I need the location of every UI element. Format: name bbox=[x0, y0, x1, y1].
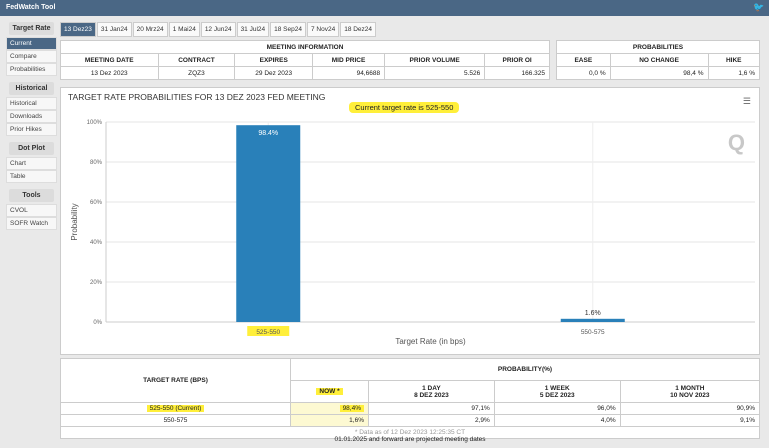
probability-header: PROBABILITY(%) bbox=[290, 358, 760, 381]
sidebar-item-cvol[interactable]: CVOL bbox=[6, 204, 57, 217]
probability-value: 90,9% bbox=[736, 405, 755, 412]
tab-31-jan24[interactable]: 31 Jan24 bbox=[96, 22, 132, 37]
column-header: 1 MONTH 10 NOV 2023 bbox=[619, 380, 761, 403]
tab-1-mai24[interactable]: 1 Mai24 bbox=[168, 22, 200, 37]
sidebar: Target Rate Current Compare Probabilities Hi… bbox=[6, 22, 57, 236]
column-header: NOW * bbox=[290, 380, 369, 403]
target-rate: 550-575 bbox=[163, 417, 188, 424]
sidebar-header-tools: Tools bbox=[9, 189, 54, 202]
column-header: MID PRICE bbox=[312, 53, 386, 67]
column-header: 1 WEEK 5 DEZ 2023 bbox=[493, 380, 621, 403]
probabilities-table: PROBABILITIES EASE NO CHANGE HIKE 0,0 % 98,4… bbox=[556, 40, 761, 80]
data-timestamp-note: * Data as of 12 Dez 2023 12:25:35 CT bbox=[60, 426, 760, 439]
sidebar-item-compare[interactable]: Compare bbox=[6, 50, 57, 63]
x-tick-label: 550-575 bbox=[581, 329, 605, 336]
probabilities-title: PROBABILITIES bbox=[556, 40, 760, 54]
tab-7-nov24[interactable]: 7 Nov24 bbox=[306, 22, 340, 37]
bar[interactable] bbox=[236, 125, 301, 322]
y-tick-label: 100% bbox=[87, 120, 103, 126]
highlight bbox=[247, 326, 290, 336]
cell-value: 5.526 bbox=[384, 66, 486, 80]
hamburger-menu-icon[interactable]: ☰ bbox=[742, 96, 751, 106]
probability-value: 1,6% bbox=[349, 417, 364, 424]
y-tick-label: 0% bbox=[93, 320, 102, 326]
cme-q-logo: Q bbox=[727, 130, 745, 155]
target-rate-header: TARGET RATE (BPS) bbox=[60, 358, 291, 403]
sidebar-item-current[interactable]: Current bbox=[6, 37, 57, 50]
probability-table: TARGET RATE (BPS) PROBABILITY(%) NOW * 1 DA… bbox=[60, 358, 761, 439]
meeting-info-title: MEETING INFORMATION bbox=[60, 40, 550, 54]
chart-title: TARGET RATE PROBABILITIES FOR 13 DEZ 202… bbox=[68, 92, 326, 102]
tab-31-jul24[interactable]: 31 Jul24 bbox=[236, 22, 270, 37]
sidebar-header-historical: Historical bbox=[9, 82, 54, 95]
app-titlebar: FedWatch Tool 🐦 bbox=[0, 0, 769, 16]
probability-value: 96,0% bbox=[597, 405, 616, 412]
column-header: PRIOR OI bbox=[484, 53, 550, 67]
probability-value: 98,4% bbox=[339, 405, 364, 412]
column-header: NO CHANGE bbox=[609, 53, 709, 67]
target-rate: 525-550 (Current) bbox=[146, 405, 205, 412]
sidebar-header-dot-plot: Dot Plot bbox=[9, 142, 54, 155]
cell-value: ZQZ3 bbox=[157, 66, 236, 80]
sidebar-item-chart[interactable]: Chart bbox=[6, 157, 57, 170]
tab-18-dez24[interactable]: 18 Dez24 bbox=[340, 22, 377, 37]
chart-subtitle: Current target rate is 525-550 bbox=[349, 102, 460, 113]
cell-value: 98,4 % bbox=[609, 66, 709, 80]
cell-value: 166.325 bbox=[484, 66, 550, 80]
table-row: 525-550 (Current) 98,4% 97,1% 96,0% 90,9% bbox=[60, 402, 761, 415]
cell-value: 13 Dez 2023 bbox=[60, 66, 159, 80]
probability-value: 97,1% bbox=[471, 405, 490, 412]
x-tick-label: 525-550 bbox=[256, 329, 280, 336]
data-label: 98.4% bbox=[258, 130, 278, 137]
y-tick-label: 40% bbox=[90, 240, 103, 246]
cell-value: 0,0 % bbox=[556, 66, 611, 80]
meeting-tabs: 13 Dez23 31 Jan24 20 Mrz24 1 Mai24 12 Jun24 3… bbox=[60, 22, 377, 37]
bar-chart: 0% 20% 40% 60% 80% 100% 98.4% 525-550 1.6% 550-57… bbox=[70, 120, 755, 346]
probability-value: 9,1% bbox=[740, 417, 755, 424]
tab-18-sep24[interactable]: 18 Sep24 bbox=[270, 22, 306, 37]
x-axis-label: Target Rate (in bps) bbox=[395, 337, 466, 346]
sidebar-item-probabilities[interactable]: Probabilities bbox=[6, 63, 57, 76]
sidebar-item-table[interactable]: Table bbox=[6, 170, 57, 183]
sidebar-item-sofr-watch[interactable]: SOFR Watch bbox=[6, 217, 57, 230]
table-row: 550-575 1,6% 2,9% 4,0% 9,1% bbox=[60, 414, 761, 427]
twitter-icon[interactable]: 🐦 bbox=[753, 2, 765, 12]
app-title: FedWatch Tool bbox=[6, 4, 56, 11]
data-label: 1.6% bbox=[585, 310, 601, 317]
y-axis-label: Probability bbox=[70, 203, 79, 240]
cell-value: 1,6 % bbox=[707, 66, 761, 80]
column-header: PRIOR VOLUME bbox=[384, 53, 486, 67]
bar[interactable] bbox=[560, 318, 625, 322]
chart-panel: TARGET RATE PROBABILITIES FOR 13 DEZ 202… bbox=[60, 87, 760, 355]
probability-value: 4,0% bbox=[600, 417, 616, 424]
column-header: MEETING DATE bbox=[60, 53, 159, 67]
cell-value: 94,6688 bbox=[312, 66, 386, 80]
probability-value: 2,9% bbox=[474, 417, 490, 424]
cell-value: 29 Dez 2023 bbox=[234, 66, 314, 80]
sidebar-item-historical[interactable]: Historical bbox=[6, 97, 57, 110]
sidebar-header-target-rate: Target Rate bbox=[9, 22, 54, 35]
column-header: CONTRACT bbox=[157, 53, 236, 67]
y-tick-label: 20% bbox=[90, 280, 103, 286]
tab-12-jun24[interactable]: 12 Jun24 bbox=[200, 22, 236, 37]
sidebar-item-downloads[interactable]: Downloads bbox=[6, 110, 57, 123]
column-header: HIKE bbox=[707, 53, 761, 67]
column-header: EASE bbox=[556, 53, 611, 67]
meeting-information-table: MEETING INFORMATION MEETING DATE CONTRACT… bbox=[60, 40, 550, 80]
tab-13-dez23[interactable]: 13 Dez23 bbox=[60, 22, 96, 37]
tab-20-mrz24[interactable]: 20 Mrz24 bbox=[132, 22, 168, 37]
sidebar-item-prior-hikes[interactable]: Prior Hikes bbox=[6, 123, 57, 136]
column-header: EXPIRES bbox=[234, 53, 314, 67]
y-tick-label: 80% bbox=[90, 160, 103, 166]
footer-note: 01.01.2025 and forward are projected mee… bbox=[334, 436, 486, 443]
y-tick-label: 60% bbox=[90, 200, 103, 206]
column-header: 1 DAY 8 DEZ 2023 bbox=[368, 380, 495, 403]
